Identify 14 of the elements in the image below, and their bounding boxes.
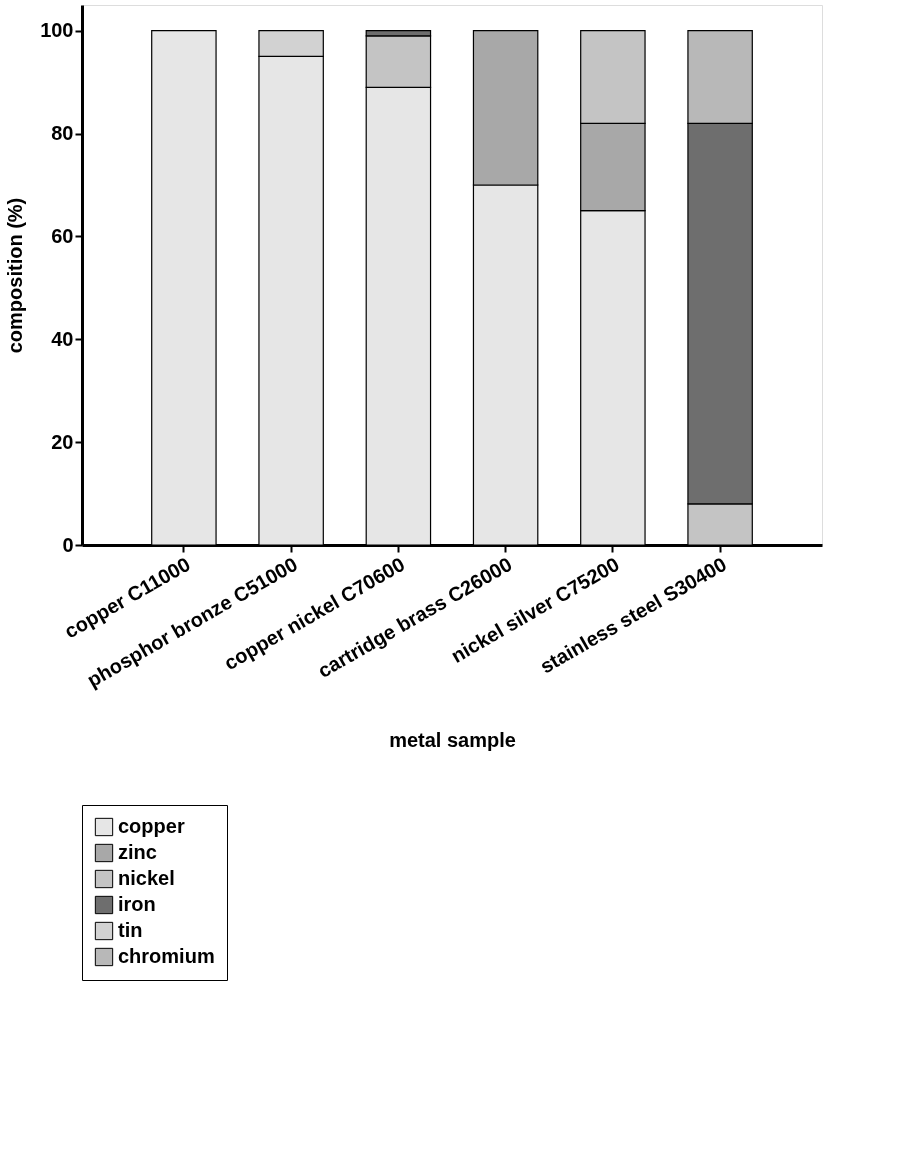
legend-label: iron: [118, 893, 156, 915]
x-axis-title: metal sample: [389, 729, 516, 752]
y-tick-label: 20: [51, 430, 74, 453]
legend-label: copper: [118, 815, 185, 837]
legend-label: chromium: [118, 945, 215, 967]
legend-label: nickel: [118, 867, 175, 889]
y-axis-title: composition (%): [4, 197, 27, 354]
y-tick-label: 80: [51, 122, 74, 145]
legend-label: tin: [118, 919, 143, 941]
y-tick-label: 60: [51, 224, 74, 247]
y-tick-label: 40: [51, 327, 74, 350]
legend-label: zinc: [118, 841, 157, 863]
y-tick-label: 100: [40, 19, 74, 42]
y-tick-label: 0: [62, 533, 74, 556]
